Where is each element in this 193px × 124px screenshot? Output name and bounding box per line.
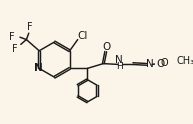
Text: F: F [12,44,18,54]
Text: N: N [115,55,123,65]
Text: O: O [160,58,168,68]
Text: N: N [146,59,154,69]
Text: H: H [116,62,123,71]
Text: CH₃: CH₃ [176,56,193,66]
Text: N: N [34,63,43,73]
Text: O: O [157,59,165,69]
Text: Cl: Cl [77,31,88,41]
Text: F: F [27,22,32,32]
Text: O: O [102,42,111,52]
Text: F: F [9,32,15,42]
